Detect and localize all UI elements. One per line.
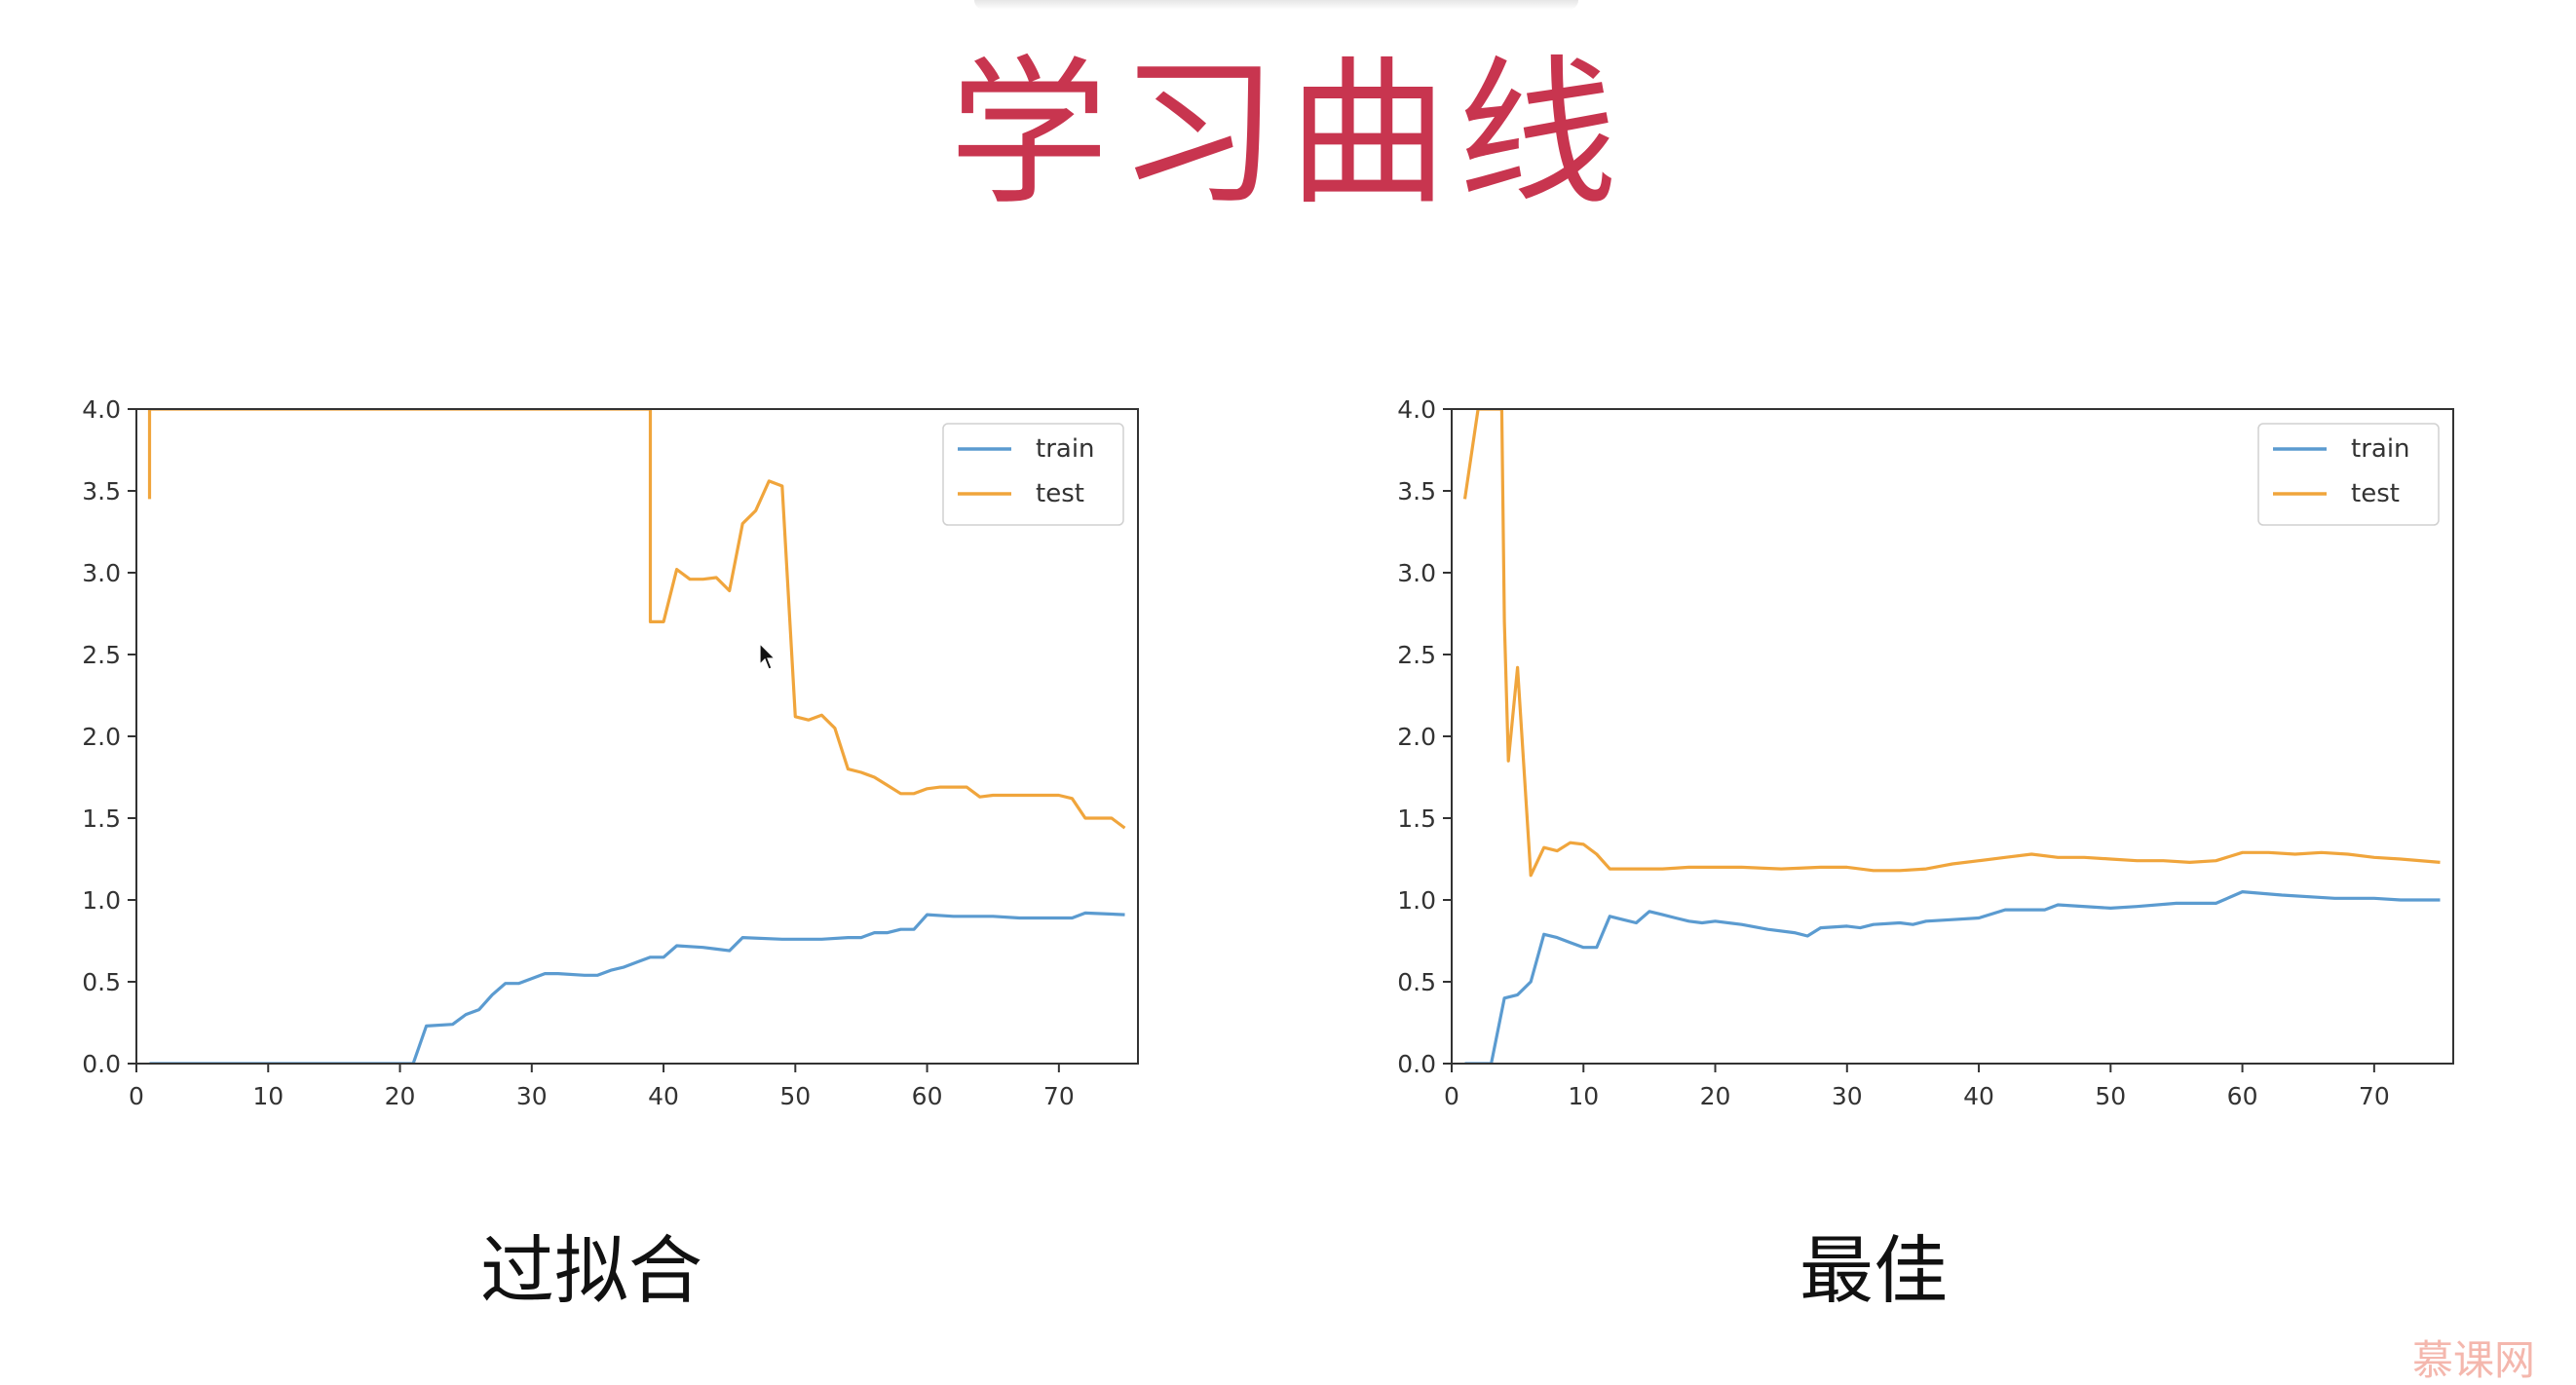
x-tick-label: 50: [779, 1082, 811, 1110]
x-tick-label: 30: [516, 1082, 548, 1110]
series-line-train: [1464, 889, 2441, 1064]
top-shadow: [974, 0, 1578, 10]
x-tick-label: 60: [2227, 1082, 2258, 1110]
y-tick-label: 3.5: [82, 477, 121, 505]
x-tick-label: 70: [2359, 1082, 2390, 1110]
mouse-cursor-icon: [759, 643, 777, 670]
slide-title: 学习曲线: [948, 41, 1627, 227]
legend-label-test: test: [1036, 479, 1084, 508]
x-tick-label: 70: [1043, 1082, 1075, 1110]
x-tick-label: 20: [1700, 1082, 1731, 1110]
y-tick-label: 1.0: [1397, 886, 1436, 915]
y-tick-label: 4.0: [1397, 395, 1436, 424]
y-tick-label: 2.0: [82, 723, 121, 751]
watermark-logo: 慕课网: [2412, 1336, 2536, 1384]
y-tick-label: 0.0: [1397, 1050, 1436, 1078]
x-tick-label: 40: [1963, 1082, 1994, 1110]
series-line-train: [149, 911, 1125, 1064]
y-tick-label: 2.0: [1397, 723, 1436, 751]
legend: train test: [2257, 423, 2440, 526]
x-tick-label: 40: [648, 1082, 679, 1110]
x-tick-label: 20: [385, 1082, 416, 1110]
x-tick-label: 10: [1568, 1082, 1599, 1110]
overfit-chart: 0 10 20 30 40 50 60 70 0.0 0.5 1.0 1.5 2.0 2.5 3.0 3.5 4…: [39, 370, 1140, 1114]
y-tick-label: 0.5: [1397, 968, 1436, 996]
overfit-caption: 过拟合: [480, 1227, 702, 1314]
y-tick-label: 0.5: [82, 968, 121, 996]
y-tick-label: 0.0: [82, 1050, 121, 1078]
legend-label-test: test: [2351, 479, 2400, 508]
chart-svg: 0 10 20 30 40 50 60 70 0.0 0.5 1.0 1.5 2.0 2.5 3.0 3.5 4…: [1397, 395, 2454, 1110]
y-tick-label: 1.5: [82, 805, 121, 833]
y-tick-label: 1.0: [82, 886, 121, 915]
best-caption: 最佳: [1799, 1227, 1948, 1314]
x-tick-label: 10: [252, 1082, 284, 1110]
y-tick-label: 4.0: [82, 395, 121, 424]
legend-label-train: train: [2351, 434, 2410, 464]
x-tick-label: 30: [1832, 1082, 1863, 1110]
y-tick-label: 3.5: [1397, 477, 1436, 505]
series-line-test: [1462, 409, 2441, 878]
series-line-test: [147, 409, 1126, 830]
y-tick-label: 2.5: [1397, 641, 1436, 669]
x-tick-label: 50: [2095, 1082, 2126, 1110]
chart-svg: 0 10 20 30 40 50 60 70 0.0 0.5 1.0 1.5 2.0 2.5 3.0 3.5 4…: [82, 395, 1139, 1110]
best-chart: 0 10 20 30 40 50 60 70 0.0 0.5 1.0 1.5 2.0 2.5 3.0 3.5 4…: [1354, 370, 2455, 1114]
x-tick-label: 0: [1444, 1082, 1459, 1110]
x-tick-label: 0: [129, 1082, 144, 1110]
y-tick-label: 3.0: [1397, 559, 1436, 587]
y-tick-label: 3.0: [82, 559, 121, 587]
x-tick-label: 60: [912, 1082, 943, 1110]
legend-label-train: train: [1036, 434, 1095, 464]
y-tick-label: 1.5: [1397, 805, 1436, 833]
legend: train test: [942, 423, 1124, 526]
y-tick-label: 2.5: [82, 641, 121, 669]
